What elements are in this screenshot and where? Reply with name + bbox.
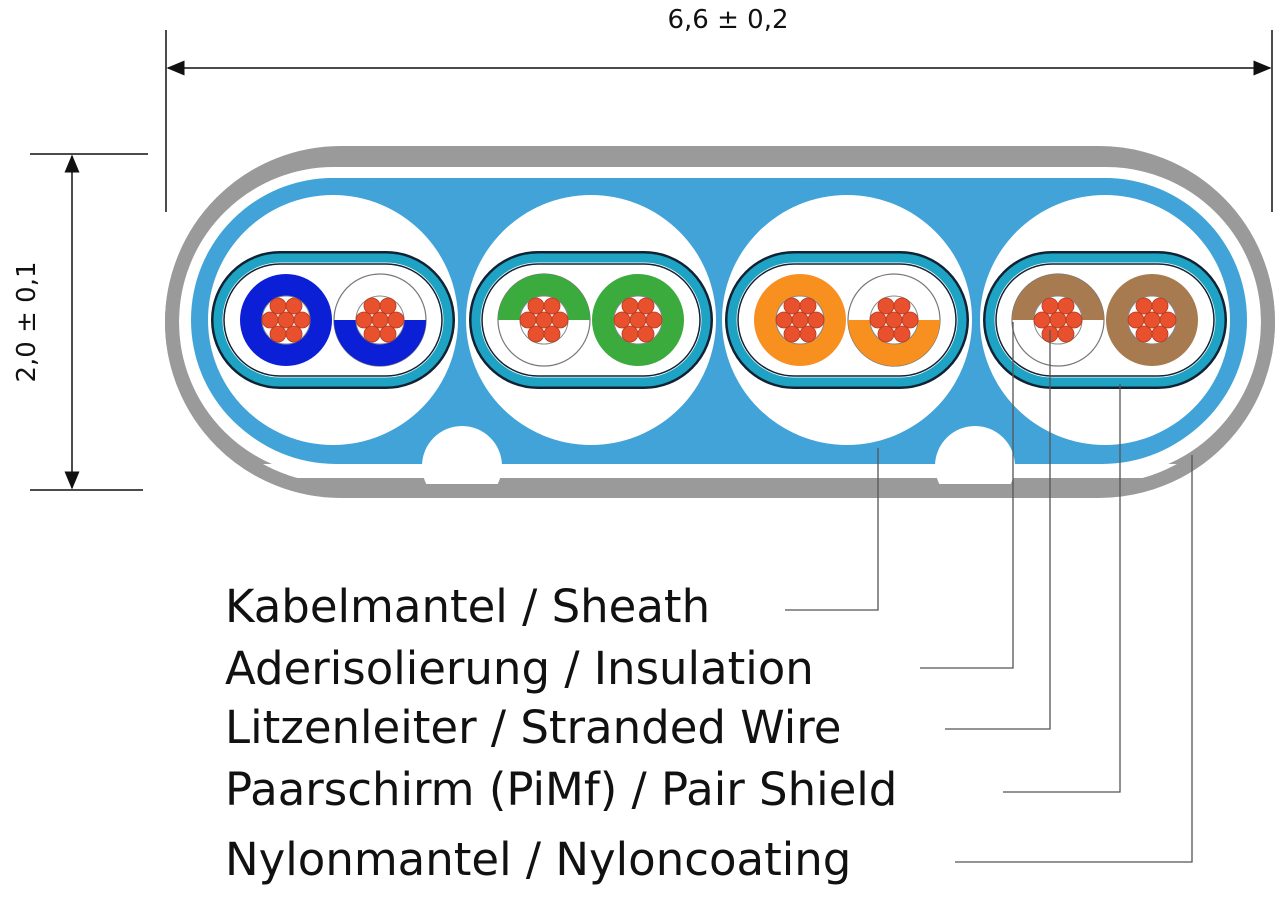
conductor-strand bbox=[613, 311, 631, 329]
conductor-strand bbox=[1033, 311, 1051, 329]
twisted-pair-2 bbox=[469, 251, 713, 389]
conductor-strand bbox=[775, 311, 793, 329]
conductor-strand bbox=[877, 325, 895, 343]
conductor-strand bbox=[355, 311, 373, 329]
height-dimension: 2,0 ± 0,1 bbox=[12, 153, 148, 491]
conductor-strand bbox=[799, 325, 817, 343]
conductor-strand bbox=[293, 311, 311, 329]
conductor-strand bbox=[869, 311, 887, 329]
twisted-pair-4 bbox=[983, 251, 1227, 389]
conductor-strand bbox=[893, 325, 911, 343]
conductor-strand bbox=[543, 325, 561, 343]
twisted-pair-3 bbox=[725, 251, 969, 389]
conductor-strand bbox=[551, 311, 569, 329]
conductor-strand bbox=[363, 325, 381, 343]
conductor-strand bbox=[371, 311, 389, 329]
conductor-strand bbox=[877, 297, 895, 315]
conductor-strand bbox=[807, 311, 825, 329]
conductor-strand bbox=[285, 297, 303, 315]
conductor-strand bbox=[1151, 325, 1169, 343]
conductor-strand bbox=[261, 311, 279, 329]
label-sheath: Kabelmantel / Sheath bbox=[225, 580, 710, 633]
conductor-strand bbox=[535, 311, 553, 329]
conductor-strand bbox=[269, 325, 287, 343]
legend-labels: Kabelmantel / Sheath Aderisolierung / In… bbox=[225, 580, 897, 886]
conductor-strand bbox=[901, 311, 919, 329]
conductor-strand bbox=[363, 297, 381, 315]
conductor-strand bbox=[387, 311, 405, 329]
conductor-strand bbox=[621, 297, 639, 315]
conductor-strand bbox=[645, 311, 663, 329]
conductor-strand bbox=[277, 311, 295, 329]
conductor-strand bbox=[519, 311, 537, 329]
conductor-strand bbox=[799, 297, 817, 315]
conductor-strand bbox=[527, 325, 545, 343]
conductor-strand bbox=[1057, 325, 1075, 343]
height-dimension-label: 2,0 ± 0,1 bbox=[12, 261, 42, 382]
conductor-strand bbox=[527, 297, 545, 315]
conductor-strand bbox=[379, 325, 397, 343]
conductor-strand bbox=[783, 297, 801, 315]
conductor-strand bbox=[1135, 297, 1153, 315]
conductor-strand bbox=[1049, 311, 1067, 329]
conductor-strand bbox=[893, 297, 911, 315]
conductor-strand bbox=[621, 325, 639, 343]
label-pair-shield: Paarschirm (PiMf) / Pair Shield bbox=[225, 763, 897, 816]
conductor-strand bbox=[543, 297, 561, 315]
conductor-strand bbox=[885, 311, 903, 329]
label-insulation: Aderisolierung / Insulation bbox=[225, 642, 814, 695]
label-stranded-wire: Litzenleiter / Stranded Wire bbox=[225, 701, 841, 754]
conductor-strand bbox=[1127, 311, 1145, 329]
conductor-strand bbox=[269, 297, 287, 315]
conductor-strand bbox=[783, 325, 801, 343]
leader-insulation bbox=[920, 322, 1014, 669]
width-dimension-label: 6,6 ± 0,2 bbox=[667, 5, 788, 35]
conductor-strand bbox=[629, 311, 647, 329]
twisted-pair-1 bbox=[211, 251, 455, 389]
width-dimension: 6,6 ± 0,2 bbox=[165, 5, 1273, 212]
leader-stranded-wire bbox=[945, 330, 1051, 730]
conductor-strand bbox=[1159, 311, 1177, 329]
conductor-strand bbox=[1065, 311, 1083, 329]
conductor-strand bbox=[1057, 297, 1075, 315]
conductor-strand bbox=[1135, 325, 1153, 343]
conductor-strand bbox=[1041, 297, 1059, 315]
leader-sheath bbox=[785, 448, 879, 611]
conductor-strand bbox=[285, 325, 303, 343]
conductor-strand bbox=[379, 297, 397, 315]
label-nylon-coating: Nylonmantel / Nyloncoating bbox=[225, 833, 851, 886]
conductor-strand bbox=[1143, 311, 1161, 329]
conductor-strand bbox=[791, 311, 809, 329]
conductor-strand bbox=[1151, 297, 1169, 315]
conductor-strand bbox=[637, 325, 655, 343]
leader-nylon-coating bbox=[955, 455, 1193, 863]
conductor-strand bbox=[637, 297, 655, 315]
leader-lines bbox=[785, 322, 1193, 863]
leader-pair-shield bbox=[1003, 384, 1121, 793]
